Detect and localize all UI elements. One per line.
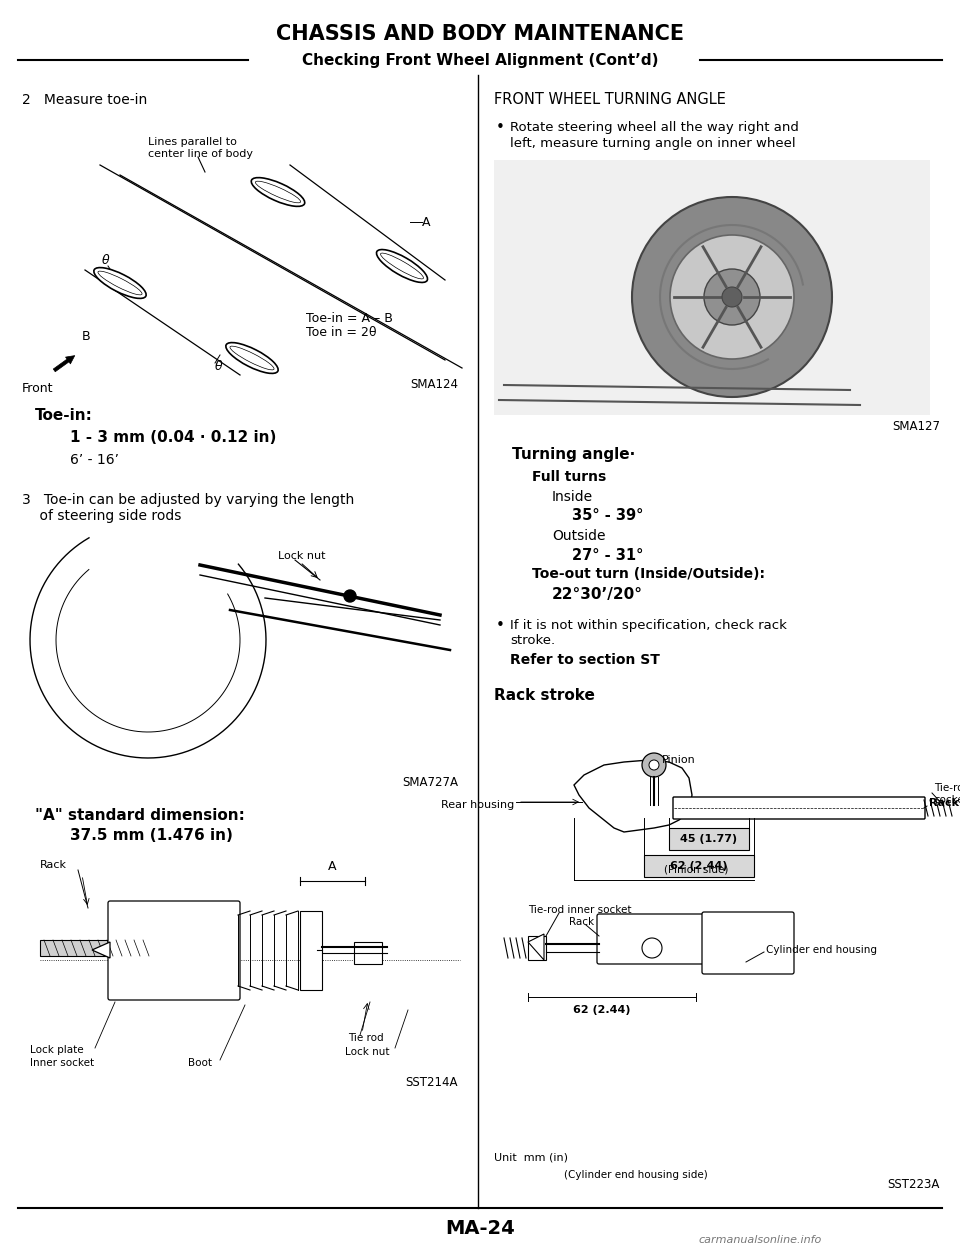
Text: Turning angle·: Turning angle· bbox=[512, 448, 636, 463]
Text: •: • bbox=[496, 618, 505, 633]
Text: A: A bbox=[327, 860, 336, 873]
Text: SMA127: SMA127 bbox=[892, 420, 940, 433]
Text: Full turns: Full turns bbox=[532, 470, 607, 484]
Text: Rotate steering wheel all the way right and: Rotate steering wheel all the way right … bbox=[510, 122, 799, 134]
Text: Tie-rod inner socket: Tie-rod inner socket bbox=[528, 904, 632, 916]
Text: socket: socket bbox=[934, 795, 960, 805]
Text: 27° - 31°: 27° - 31° bbox=[572, 547, 643, 562]
Text: Lines parallel to: Lines parallel to bbox=[148, 137, 237, 147]
Text: Toe-in:: Toe-in: bbox=[35, 408, 93, 423]
Text: Toe-in = A – B: Toe-in = A – B bbox=[306, 311, 393, 325]
Circle shape bbox=[632, 197, 832, 397]
Text: of steering side rods: of steering side rods bbox=[22, 509, 181, 522]
Text: SMA124: SMA124 bbox=[410, 378, 458, 392]
FancyBboxPatch shape bbox=[40, 940, 148, 955]
Text: (Cylinder end housing side): (Cylinder end housing side) bbox=[564, 1171, 708, 1181]
Circle shape bbox=[722, 287, 742, 307]
Circle shape bbox=[642, 938, 662, 958]
Text: Lock nut: Lock nut bbox=[345, 1047, 390, 1057]
Text: MA-24: MA-24 bbox=[445, 1219, 515, 1238]
FancyBboxPatch shape bbox=[300, 911, 322, 990]
Text: FRONT WHEEL TURNING ANGLE: FRONT WHEEL TURNING ANGLE bbox=[494, 92, 726, 107]
Text: Checking Front Wheel Alignment (Cont’d): Checking Front Wheel Alignment (Cont’d) bbox=[301, 52, 659, 67]
Ellipse shape bbox=[376, 250, 427, 282]
Text: Rear housing: Rear housing bbox=[441, 800, 514, 810]
Text: Outside: Outside bbox=[552, 529, 606, 542]
Polygon shape bbox=[528, 934, 544, 960]
Text: Lock nut: Lock nut bbox=[278, 551, 325, 561]
FancyBboxPatch shape bbox=[528, 935, 546, 960]
Text: Tie-rod inner: Tie-rod inner bbox=[934, 782, 960, 792]
Text: Unit  mm (in): Unit mm (in) bbox=[494, 1153, 568, 1163]
Text: Lock plate: Lock plate bbox=[30, 1045, 84, 1055]
Ellipse shape bbox=[252, 178, 304, 207]
Text: 1 - 3 mm (0.04 · 0.12 in): 1 - 3 mm (0.04 · 0.12 in) bbox=[70, 430, 276, 445]
Text: Pinion: Pinion bbox=[662, 755, 696, 765]
FancyBboxPatch shape bbox=[108, 901, 240, 1000]
Text: •: • bbox=[496, 121, 505, 136]
Text: θ: θ bbox=[215, 361, 223, 373]
Text: "A" standard dimension:: "A" standard dimension: bbox=[35, 807, 245, 822]
Text: left, measure turning angle on inner wheel: left, measure turning angle on inner whe… bbox=[510, 137, 796, 149]
Text: Rack: Rack bbox=[929, 797, 959, 809]
Text: CHASSIS AND BODY MAINTENANCE: CHASSIS AND BODY MAINTENANCE bbox=[276, 24, 684, 44]
Text: Toe in = 2θ: Toe in = 2θ bbox=[306, 326, 376, 338]
Text: If it is not within specification, check rack: If it is not within specification, check… bbox=[510, 620, 787, 632]
Text: 22°30’/20°: 22°30’/20° bbox=[552, 586, 643, 602]
Ellipse shape bbox=[226, 342, 278, 373]
Text: 2   Measure toe-in: 2 Measure toe-in bbox=[22, 93, 147, 107]
Text: Toe-out turn (Inside/Outside):: Toe-out turn (Inside/Outside): bbox=[532, 567, 765, 581]
Text: Rack: Rack bbox=[569, 917, 594, 927]
Polygon shape bbox=[92, 942, 110, 958]
FancyBboxPatch shape bbox=[644, 855, 754, 877]
Ellipse shape bbox=[94, 267, 146, 299]
Circle shape bbox=[344, 590, 356, 602]
Text: B: B bbox=[82, 330, 90, 342]
Text: SST214A: SST214A bbox=[405, 1076, 458, 1088]
FancyBboxPatch shape bbox=[669, 829, 749, 850]
Text: Front: Front bbox=[22, 382, 54, 394]
Text: SST223A: SST223A bbox=[888, 1178, 940, 1192]
Text: SMA727A: SMA727A bbox=[402, 775, 458, 789]
Text: Rack: Rack bbox=[40, 860, 67, 870]
FancyBboxPatch shape bbox=[597, 914, 706, 964]
Circle shape bbox=[670, 235, 794, 360]
Text: θ: θ bbox=[102, 254, 109, 266]
Text: Boot: Boot bbox=[188, 1057, 212, 1069]
FancyBboxPatch shape bbox=[702, 912, 794, 974]
FancyBboxPatch shape bbox=[494, 160, 930, 415]
Text: 45 (1.77): 45 (1.77) bbox=[681, 833, 737, 843]
Circle shape bbox=[642, 753, 666, 778]
Text: 62 (2.44): 62 (2.44) bbox=[670, 861, 728, 871]
Circle shape bbox=[649, 760, 659, 770]
FancyBboxPatch shape bbox=[354, 942, 382, 964]
Text: 37.5 mm (1.476 in): 37.5 mm (1.476 in) bbox=[70, 829, 233, 843]
Text: carmanualsonline.info: carmanualsonline.info bbox=[698, 1235, 822, 1244]
Text: A: A bbox=[422, 215, 430, 229]
Text: Inner socket: Inner socket bbox=[30, 1057, 94, 1069]
Text: 62 (2.44): 62 (2.44) bbox=[573, 1005, 631, 1015]
Circle shape bbox=[704, 269, 760, 325]
Text: Refer to section ST: Refer to section ST bbox=[510, 653, 660, 667]
Text: stroke.: stroke. bbox=[510, 634, 555, 647]
Text: Rack stroke: Rack stroke bbox=[494, 688, 595, 703]
Text: Tie rod: Tie rod bbox=[348, 1033, 384, 1042]
Text: 35° - 39°: 35° - 39° bbox=[572, 509, 643, 524]
Text: center line of body: center line of body bbox=[148, 149, 253, 159]
Text: 6’ - 16’: 6’ - 16’ bbox=[70, 453, 119, 466]
Text: Cylinder end housing: Cylinder end housing bbox=[766, 945, 877, 955]
FancyBboxPatch shape bbox=[673, 797, 925, 819]
Text: 3   Toe-in can be adjusted by varying the length: 3 Toe-in can be adjusted by varying the … bbox=[22, 493, 354, 508]
Text: Inside: Inside bbox=[552, 490, 593, 504]
Polygon shape bbox=[574, 760, 692, 832]
Text: (Pinion side): (Pinion side) bbox=[664, 865, 729, 875]
